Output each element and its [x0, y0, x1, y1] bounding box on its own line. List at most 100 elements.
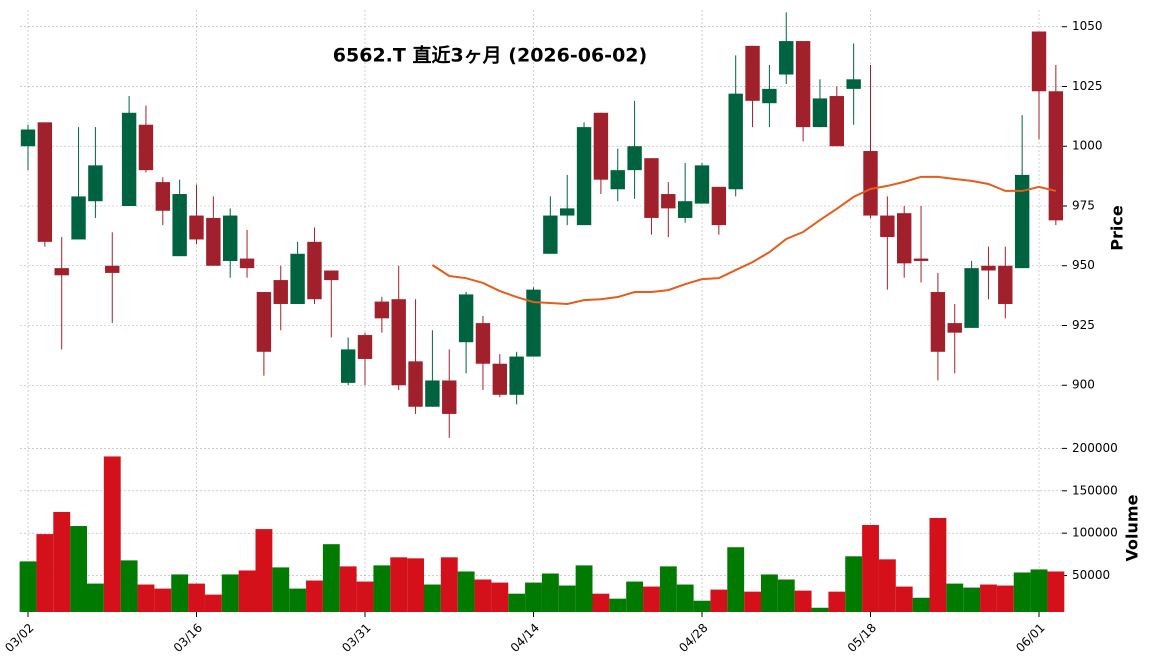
volume-bar: [525, 582, 542, 612]
volume-bar: [19, 561, 37, 612]
y-tick-label: 925: [1072, 318, 1095, 332]
candle-body: [762, 88, 777, 104]
candle-body: [239, 258, 255, 269]
volume-bar: [777, 579, 795, 612]
candle-body: [543, 215, 558, 254]
chart-title: 6562.T 直近3ヶ月 (2026-06-02): [333, 44, 647, 67]
volume-bar: [1030, 569, 1048, 612]
volume-bar: [87, 583, 104, 612]
candle-body: [711, 186, 727, 226]
volume-axis-label: Volume: [1123, 494, 1142, 561]
volume-bar: [862, 525, 879, 612]
x-tick-label: 05/18: [845, 621, 879, 655]
volume-bar: [289, 588, 307, 612]
candle-body: [20, 129, 36, 147]
candle-body: [1048, 91, 1064, 221]
volume-bar: [929, 517, 947, 612]
candle-body: [593, 112, 609, 180]
candle-body: [694, 165, 710, 204]
candle-body: [206, 217, 221, 266]
candle-body: [913, 258, 929, 261]
candle-body: [475, 323, 491, 364]
volume-bar: [794, 590, 812, 612]
volume-bar: [727, 547, 745, 612]
candle-body: [155, 182, 170, 211]
candle-body: [374, 301, 390, 319]
candle-body: [189, 215, 204, 240]
candle-body: [324, 270, 339, 281]
volume-bar: [1047, 571, 1065, 612]
volume-bar: [996, 585, 1014, 612]
candle-body: [223, 215, 238, 261]
y-tick-label: 975: [1072, 198, 1095, 212]
volume-bar: [912, 597, 930, 612]
candle-body: [812, 98, 828, 128]
volume-bar: [946, 583, 964, 612]
volume-bar: [255, 529, 273, 612]
candle-body: [71, 196, 86, 240]
volume-bar: [424, 584, 441, 612]
candle-body: [37, 122, 53, 242]
candle-body: [964, 268, 979, 328]
volume-bar: [626, 581, 644, 612]
volume-bar: [154, 588, 172, 612]
candle-body: [340, 349, 356, 383]
volume-bar: [592, 593, 610, 612]
candle-body: [795, 41, 811, 128]
candle-body: [998, 265, 1013, 304]
candle-body: [273, 280, 288, 304]
candle-body: [54, 268, 69, 276]
candle-body: [627, 146, 642, 171]
candle-body: [172, 194, 187, 257]
volume-bar: [70, 526, 87, 612]
candle-body: [492, 363, 507, 395]
volume-bar: [491, 582, 509, 612]
y-tick-label: 1050: [1072, 19, 1103, 33]
candle-body: [661, 194, 676, 209]
x-tick-label: 03/02: [2, 621, 36, 655]
candle-body: [442, 380, 457, 414]
volume-bar: [609, 598, 627, 612]
volume-bar: [171, 574, 189, 612]
volume-bar: [137, 584, 155, 612]
candle-body: [560, 208, 575, 216]
volume-bar: [744, 591, 761, 612]
candle-body: [728, 93, 743, 190]
volume-bar: [221, 574, 239, 612]
candle-body: [88, 165, 103, 202]
candle-body: [509, 356, 524, 395]
volume-bar: [508, 593, 526, 612]
volume-bar: [878, 559, 896, 612]
volume-bar: [322, 544, 340, 612]
volume-bar: [339, 566, 357, 612]
candle-body: [677, 201, 693, 218]
candle-body: [897, 213, 912, 264]
volume-bar: [541, 573, 559, 612]
candle-body: [290, 253, 305, 304]
candle-body: [880, 215, 895, 238]
candle-body: [105, 265, 120, 273]
y-tick-label: 200000: [1072, 441, 1118, 455]
x-tick-label: 04/14: [508, 621, 542, 655]
volume-bar: [659, 566, 677, 612]
candle-body: [576, 127, 592, 226]
candle-body: [526, 289, 541, 357]
y-axis-label: Price: [1108, 205, 1127, 251]
candle-body: [930, 292, 946, 352]
volume-bar: [963, 587, 981, 612]
volume-bar: [643, 586, 660, 612]
candle-body: [121, 112, 137, 206]
volume-bar: [188, 583, 205, 612]
candle-body: [610, 170, 625, 190]
volume-bar: [474, 579, 492, 612]
volume-bar: [36, 534, 54, 612]
volume-bar: [676, 584, 694, 612]
y-tick-label: 100000: [1072, 526, 1118, 540]
volume-bar: [272, 567, 290, 612]
volume-bar: [845, 556, 863, 612]
y-tick-label: 50000: [1072, 568, 1110, 582]
volume-bar: [828, 591, 846, 612]
volume-bar: [53, 511, 71, 612]
